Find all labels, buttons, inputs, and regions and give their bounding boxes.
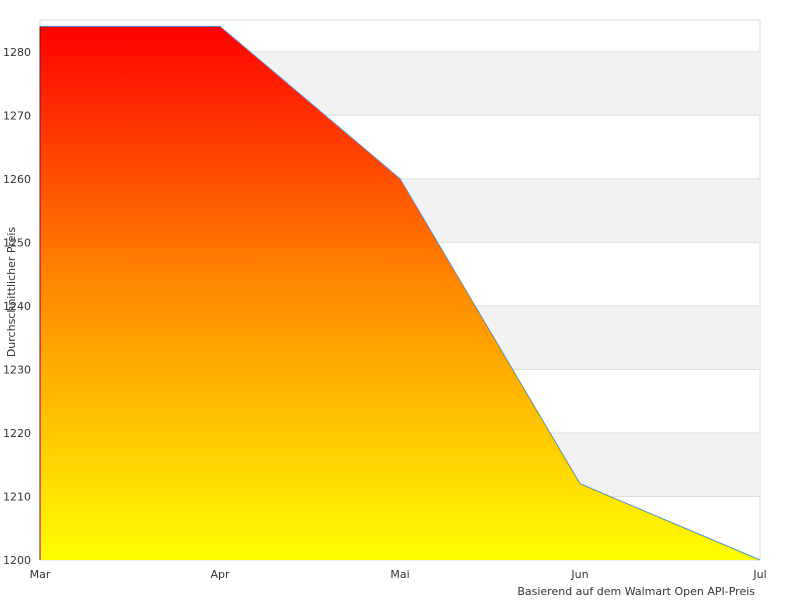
x-tick-label: Jun [570, 568, 588, 581]
chart-credit[interactable]: Basierend auf dem Walmart Open API-Preis [517, 585, 755, 598]
x-axis-ticks: Mar Apr Mai Jun Jul [30, 568, 767, 581]
y-tick-label: 1260 [3, 173, 31, 186]
y-tick-label: 1280 [3, 46, 31, 59]
y-tick-label: 1230 [3, 363, 31, 376]
y-tick-label: 1200 [3, 554, 31, 567]
x-tick-label: Mai [390, 568, 409, 581]
y-axis-ticks: 1200 1210 1220 1230 1240 1250 1260 1270 1280 [3, 46, 31, 567]
y-tick-label: 1250 [3, 236, 31, 249]
series-line [40, 25, 761, 561]
y-tick-label: 1220 [3, 427, 31, 440]
x-tick-label: Apr [210, 568, 230, 581]
y-tick-label: 1270 [3, 109, 31, 122]
y-tick-label: 1240 [3, 300, 31, 313]
area-fill [40, 26, 760, 560]
y-axis-title: Durchschnittlicher Preis [5, 227, 18, 358]
x-tick-label: Jul [752, 568, 766, 581]
x-tick-label: Mar [30, 568, 51, 581]
y-tick-label: 1210 [3, 490, 31, 503]
area-series [39, 25, 761, 561]
